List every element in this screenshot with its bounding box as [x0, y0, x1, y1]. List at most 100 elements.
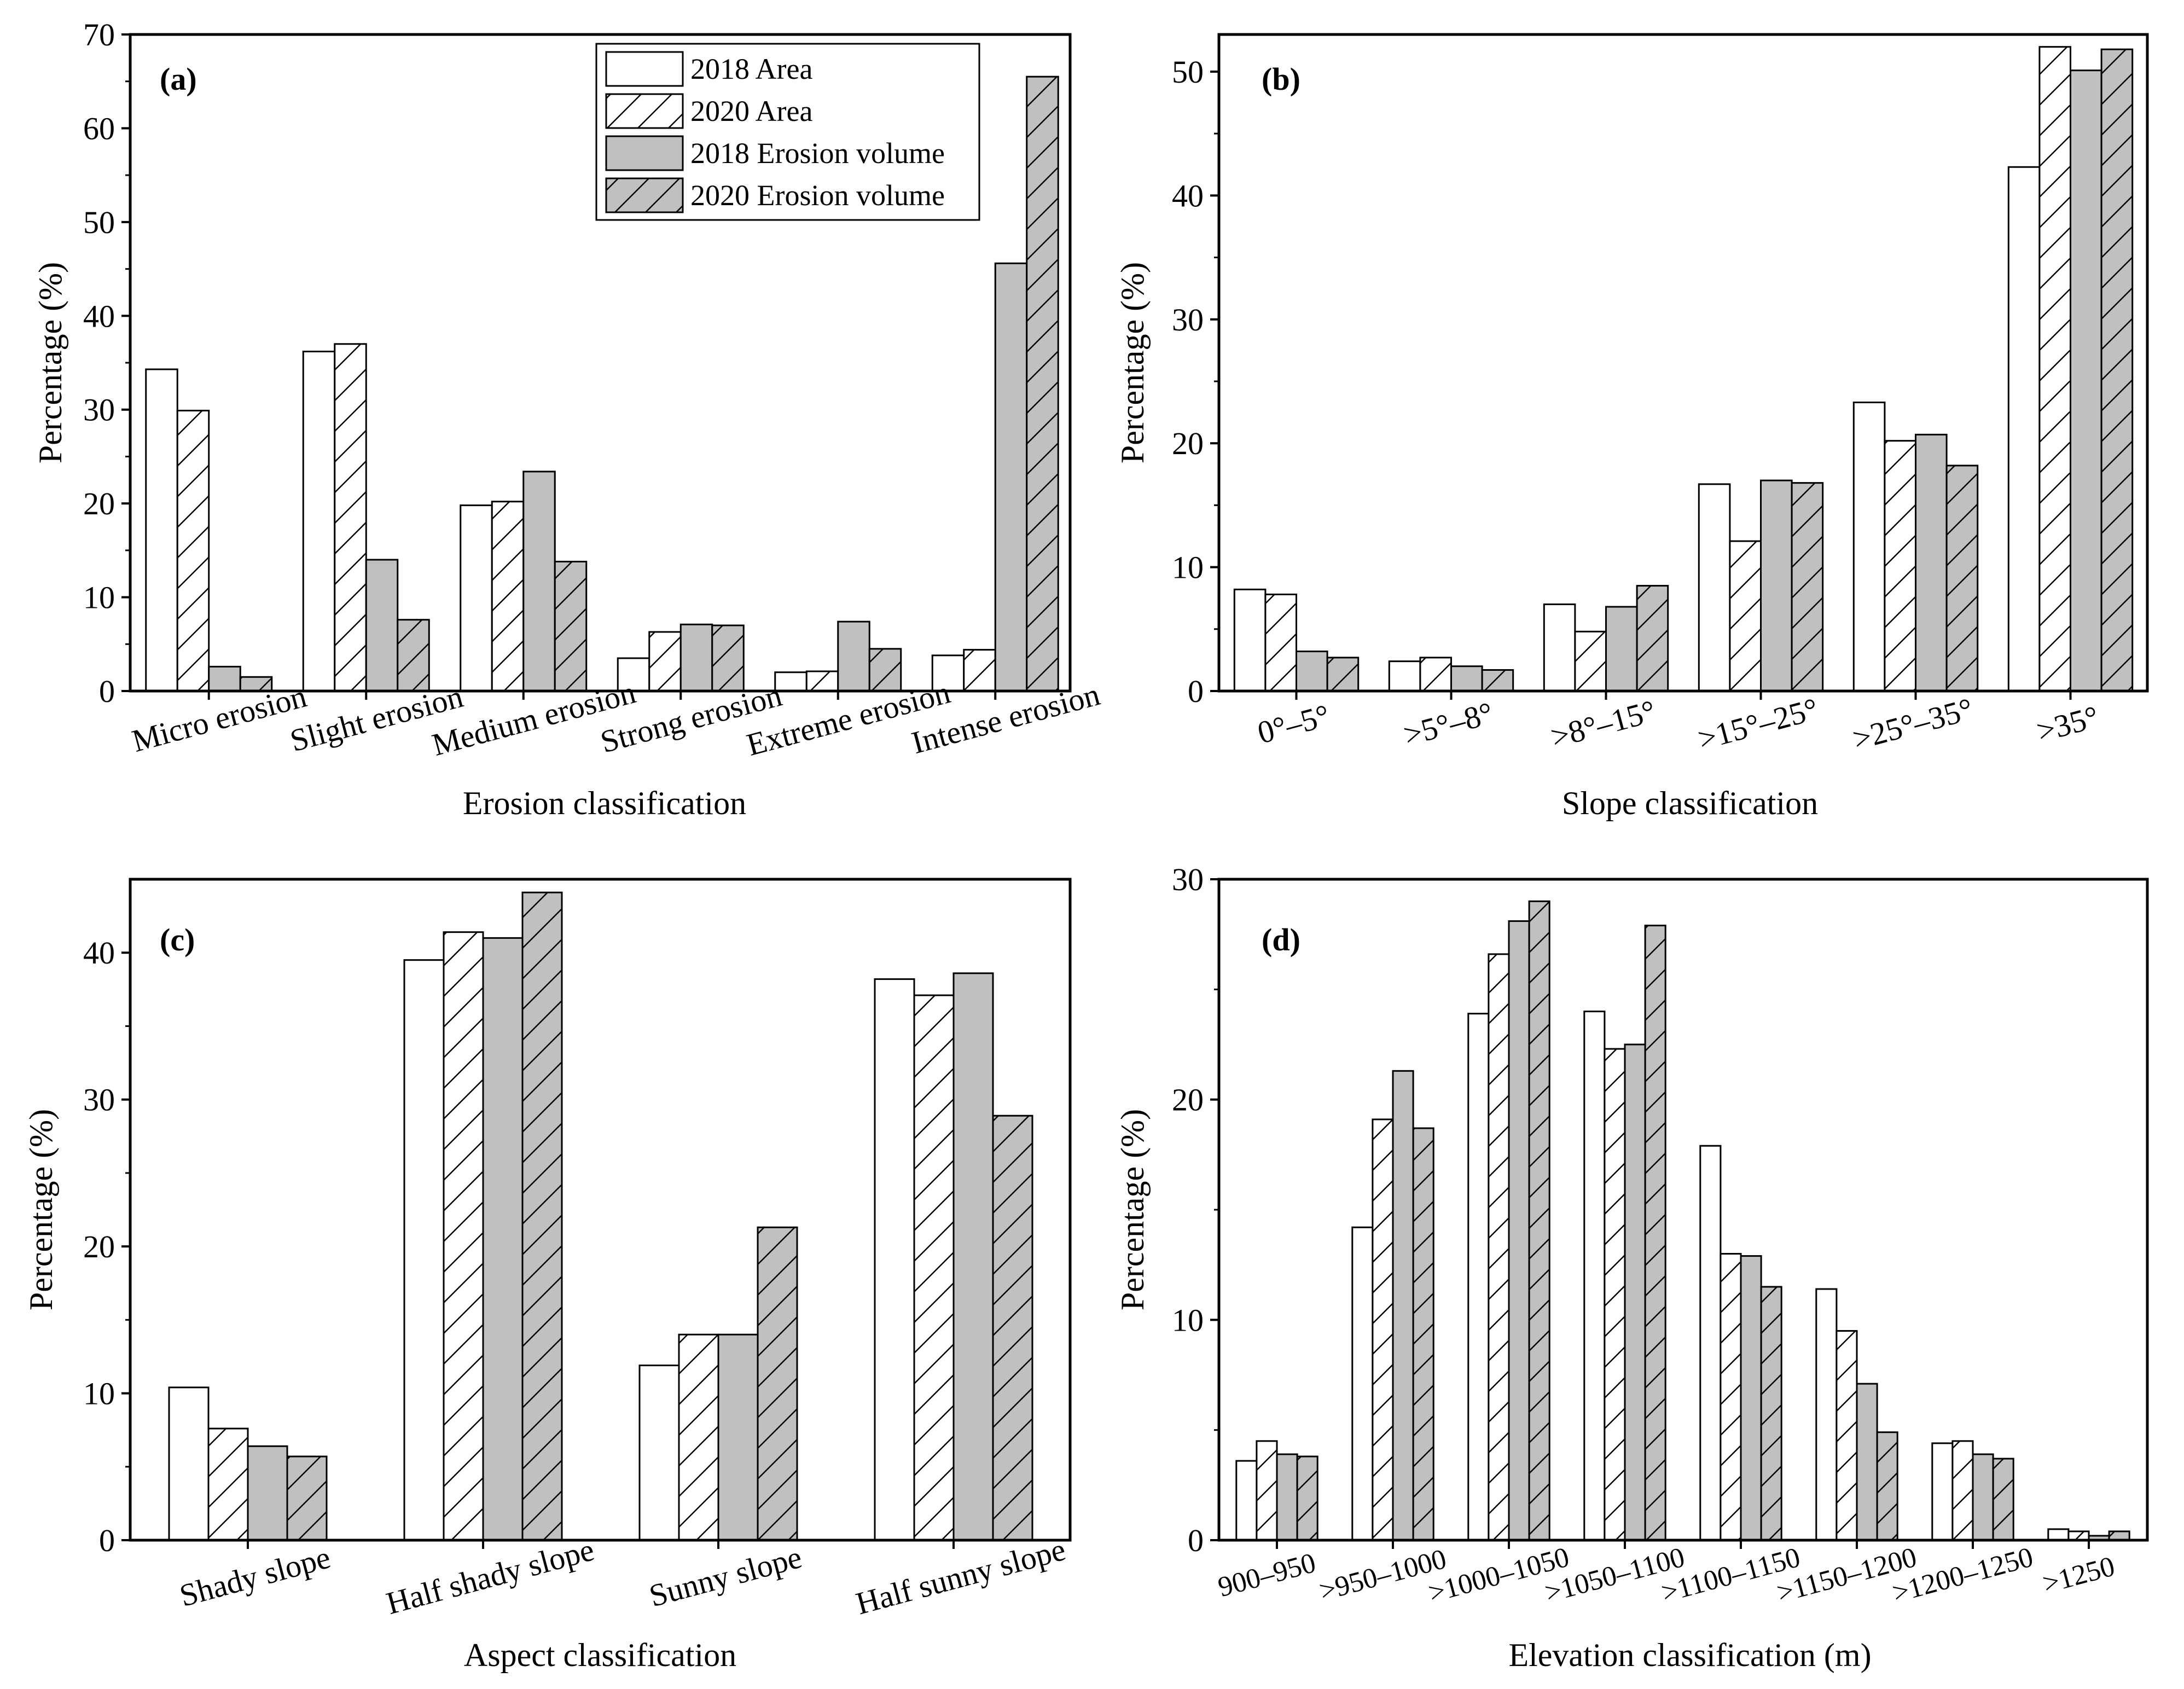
bar-b-0-5--2018-area [1233, 588, 1267, 692]
bar-c-shady-slope-2020-erosion-volume [286, 1455, 328, 1541]
bar-b-0-5--2020-erosion-volume [1326, 657, 1360, 692]
y-tick-label: 50 [1172, 54, 1204, 90]
panel-b-ylabel: Percentage (%) [1114, 262, 1151, 463]
panel-a-y-axis: 0 10 20 30 40 50 60 70 [83, 17, 130, 709]
bar-d--1150-1200-2018-area [1815, 1288, 1838, 1541]
bar-a-micro-erosion-2020-area [176, 409, 210, 692]
y-tick-label: 10 [83, 580, 115, 616]
panel-d-label: (d) [1262, 922, 1300, 957]
panel-c-ylabel: Percentage (%) [23, 1109, 59, 1310]
bar-c-half-sunny-slope-2020-area [913, 994, 955, 1541]
panel-c: 0 10 20 30 40 Shady slope Half shady slope Sun… [23, 878, 1072, 1673]
bar-d--1100-1150-2020-erosion-volume [1760, 1286, 1782, 1541]
x-tick-label: >1250 [2040, 1551, 2118, 1600]
bar-a-slight-erosion-2020-area [334, 343, 367, 692]
bar-c-half-shady-slope-2020-area [443, 931, 484, 1541]
bar-b--8-15--2020-erosion-volume [1636, 585, 1669, 692]
bar-c-sunny-slope-2020-erosion-volume [757, 1226, 798, 1541]
bar-a-intense-erosion-2020-erosion-volume [1026, 76, 1059, 692]
legend: 2018 Area 2020 Area 2018 Erosion volume … [595, 43, 980, 221]
bar-c-half-shady-slope-2018-erosion-volume [482, 937, 524, 1541]
bar-a-intense-erosion-2018-area [931, 654, 965, 692]
bar-a-medium-erosion-2020-erosion-volume [554, 560, 588, 692]
bar-b--25-35--2018-erosion-volume [1915, 433, 1948, 692]
panel-b-x-axis: 0°–5° >5°–8° >8°–15° >15°–25° >25°–35° >35° [1254, 691, 2102, 757]
bar-d--1200-1250-2018-area [1931, 1442, 1954, 1541]
panel-c-plot-frame [129, 878, 1072, 1542]
bar-a-micro-erosion-2018-erosion-volume [208, 665, 241, 692]
panel-a-bars [145, 76, 1059, 692]
bar-d--950-1000-2018-area [1351, 1226, 1374, 1541]
y-tick-label: 10 [1172, 550, 1204, 585]
x-tick-label: 900–950 [1215, 1547, 1319, 1603]
bar-c-shady-slope-2018-erosion-volume [247, 1445, 288, 1541]
bar-d-900-950-2020-area [1256, 1440, 1278, 1541]
x-tick-label: Half shady slope [382, 1531, 597, 1621]
y-tick-label: 40 [83, 935, 115, 971]
bar-a-strong-erosion-2020-erosion-volume [711, 624, 745, 692]
bar-d--1100-1150-2020-area [1720, 1253, 1742, 1541]
bar-b--8-15--2018-area [1543, 603, 1576, 692]
bar-d--1050-1100-2018-area [1583, 1011, 1606, 1541]
bar-a-medium-erosion-2018-erosion-volume [522, 471, 556, 692]
panel-a-ylabel: Percentage (%) [32, 262, 68, 463]
y-tick-label: 0 [1188, 1523, 1204, 1558]
panel-b-label: (b) [1262, 61, 1300, 97]
bar-a-micro-erosion-2018-area [145, 368, 178, 692]
bar-a-intense-erosion-2020-area [963, 649, 996, 692]
bar-b--25-35--2020-area [1884, 440, 1916, 692]
bar-d--1200-1250-2020-area [1951, 1440, 1974, 1541]
x-tick-label: >5°–8° [1400, 695, 1497, 753]
y-tick-label: 30 [83, 1082, 115, 1118]
bar-a-extreme-erosion-2020-area [805, 670, 839, 692]
bar-c-half-sunny-slope-2020-erosion-volume [992, 1115, 1033, 1541]
legend-swatch-volume-2018 [605, 135, 684, 171]
bar-c-shady-slope-2020-area [207, 1427, 249, 1541]
bar-a-extreme-erosion-2018-area [774, 671, 808, 692]
x-tick-label: Shady slope [176, 1539, 334, 1613]
bar-b--35--2020-erosion-volume [2100, 48, 2134, 692]
panel-b-plot-frame [1217, 33, 2149, 693]
bar-d--1050-1100-2020-erosion-volume [1644, 925, 1666, 1541]
bar-d--1100-1150-2018-erosion-volume [1740, 1255, 1762, 1541]
panel-b-y-axis: 0 10 20 30 40 50 [1172, 54, 1219, 709]
bar-d-900-950-2018-erosion-volume [1276, 1453, 1298, 1541]
bar-c-sunny-slope-2018-area [638, 1365, 680, 1541]
bar-d--1250-2018-area [2047, 1528, 2070, 1541]
panel-d-bars [1235, 900, 2130, 1541]
bar-a-strong-erosion-2018-area [617, 657, 650, 692]
bar-b--15-25--2020-area [1729, 540, 1762, 692]
y-tick-label: 20 [83, 1229, 115, 1264]
y-tick-label: 40 [1172, 178, 1204, 213]
bar-d--1050-1100-2020-area [1604, 1048, 1626, 1541]
bar-b--35--2020-area [2038, 46, 2071, 692]
bar-a-intense-erosion-2018-erosion-volume [994, 262, 1028, 692]
bar-d-900-950-2020-erosion-volume [1296, 1455, 1318, 1541]
panel-c-y-axis: 0 10 20 30 40 [83, 935, 130, 1558]
legend-swatch-volume-2020 [605, 177, 684, 213]
bar-a-medium-erosion-2018-area [460, 504, 493, 692]
y-tick-label: 20 [83, 486, 115, 521]
bar-d--1100-1150-2018-area [1699, 1145, 1722, 1541]
bar-d-900-950-2018-area [1235, 1460, 1258, 1541]
y-tick-label: 0 [1188, 674, 1204, 709]
bar-a-extreme-erosion-2018-erosion-volume [837, 620, 870, 692]
bar-b-0-5--2020-area [1264, 593, 1297, 692]
bar-c-half-sunny-slope-2018-area [874, 978, 915, 1541]
y-tick-label: 20 [1172, 426, 1204, 461]
bar-d--1000-1050-2018-erosion-volume [1508, 920, 1530, 1541]
bar-c-sunny-slope-2018-erosion-volume [717, 1333, 759, 1541]
bar-d--950-1000-2020-area [1372, 1118, 1394, 1541]
y-tick-label: 10 [1172, 1302, 1204, 1338]
bar-d--950-1000-2018-erosion-volume [1392, 1070, 1414, 1541]
panel-b: 0 10 20 30 40 50 0°–5° >5°–8° >8°–15° >15°–25° >2… [1114, 33, 2149, 821]
panel-a-label: (a) [160, 61, 197, 97]
bar-b--8-15--2020-area [1574, 630, 1607, 692]
y-tick-label: 30 [1172, 302, 1204, 338]
panel-c-x-axis: Shady slope Half shady slope Sunny slope Ha… [176, 1531, 1069, 1622]
panel-c-label: (c) [160, 922, 195, 957]
y-tick-label: 0 [99, 1523, 115, 1558]
legend-label-area-2020: 2020 Area [690, 95, 812, 127]
legend-swatch-area-2018 [605, 51, 684, 87]
